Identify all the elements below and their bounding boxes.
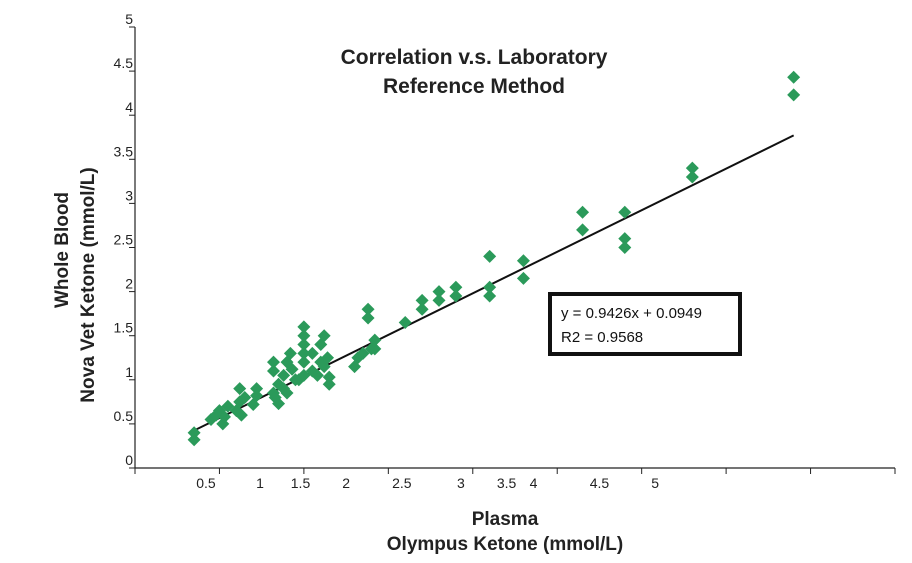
data-point <box>218 410 232 424</box>
r-squared-label: R2 = 0.9568 <box>561 329 643 346</box>
data-point <box>297 320 311 334</box>
data-point <box>321 351 335 365</box>
chart-title-line1: Correlation v.s. Laboratory <box>341 46 608 69</box>
x-axis-label-line1: Plasma <box>472 509 539 530</box>
data-point <box>272 397 286 411</box>
data-point <box>685 170 699 184</box>
y-tick-label: 5 <box>125 11 133 27</box>
data-point <box>483 289 497 303</box>
data-point <box>516 254 530 268</box>
x-tick-label: 4.5 <box>590 475 610 491</box>
data-point <box>415 293 429 307</box>
data-point <box>576 223 590 237</box>
data-point <box>285 362 299 376</box>
data-point <box>310 368 324 382</box>
data-point <box>618 205 632 219</box>
data-point <box>187 433 201 447</box>
data-point <box>280 386 294 400</box>
equation-box: y = 0.9426x + 0.0949 R2 = 0.9568 <box>548 292 742 356</box>
data-point <box>368 333 382 347</box>
y-tick-label: 2.5 <box>114 232 134 248</box>
axes: 0 0.5 1 1.5 2 2.5 3 3.5 4 4.5 5 0.5 1 1.5 2 2.5 3 3.5 4 4.5… <box>114 11 896 491</box>
y-tick-label: 1 <box>125 364 133 380</box>
data-point <box>322 377 336 391</box>
y-tick-label: 1.5 <box>114 320 134 336</box>
data-point <box>398 315 412 329</box>
x-tick-label: 3 <box>457 475 465 491</box>
data-point <box>787 70 801 84</box>
data-point <box>305 346 319 360</box>
y-axis-label-line1: Whole Blood <box>52 192 73 308</box>
data-point <box>317 329 331 343</box>
data-point <box>277 368 291 382</box>
y-axis-label-line2: Nova Vet Ketone (mmol/L) <box>78 167 99 402</box>
x-tick-label: 1.5 <box>291 475 311 491</box>
data-point <box>238 390 252 404</box>
y-tick-label: 2 <box>125 276 133 292</box>
x-tick-label: 2 <box>342 475 350 491</box>
equation-box-frame <box>548 292 742 356</box>
data-point <box>618 241 632 254</box>
data-point <box>361 311 375 325</box>
data-point <box>297 338 311 352</box>
chart-title-line2: Reference Method <box>383 75 565 98</box>
data-point <box>297 329 311 343</box>
x-axis-label-line2: Olympus Ketone (mmol/L) <box>387 534 623 555</box>
data-point <box>483 249 497 263</box>
data-point <box>432 293 446 307</box>
x-tick-label: 1 <box>256 475 264 491</box>
data-point <box>297 355 311 369</box>
data-points <box>187 70 801 447</box>
y-tick-label: 4.5 <box>114 55 134 71</box>
data-point <box>297 346 311 360</box>
data-point <box>250 382 264 396</box>
x-tick-label: 4 <box>530 475 538 491</box>
data-point <box>234 408 248 422</box>
y-tick-label: 3.5 <box>114 143 134 159</box>
data-point <box>361 302 375 316</box>
data-point <box>576 205 590 219</box>
data-point <box>187 426 201 440</box>
y-tick-label: 4 <box>125 99 133 115</box>
y-tick-label: 0 <box>125 452 133 468</box>
data-point <box>322 370 336 384</box>
data-point <box>250 389 264 403</box>
data-point <box>516 271 530 285</box>
data-point <box>368 342 382 356</box>
data-point <box>618 232 632 246</box>
y-tick-label: 3 <box>125 187 133 203</box>
data-point <box>233 382 247 396</box>
data-point <box>685 161 699 175</box>
x-tick-label: 0.5 <box>196 475 216 491</box>
data-point <box>283 346 297 360</box>
data-point <box>483 280 497 294</box>
data-point <box>266 364 280 378</box>
x-tick-label: 2.5 <box>392 475 412 491</box>
data-point <box>449 289 463 303</box>
data-point <box>266 355 280 369</box>
data-point <box>787 88 801 102</box>
x-tick-label: 5 <box>651 475 659 491</box>
x-tick-label: 3.5 <box>497 475 517 491</box>
trendline-equation: y = 0.9426x + 0.0949 <box>561 305 702 322</box>
data-point <box>449 280 463 294</box>
data-point <box>432 285 446 299</box>
data-point <box>415 302 429 316</box>
y-tick-label: 0.5 <box>114 408 134 424</box>
